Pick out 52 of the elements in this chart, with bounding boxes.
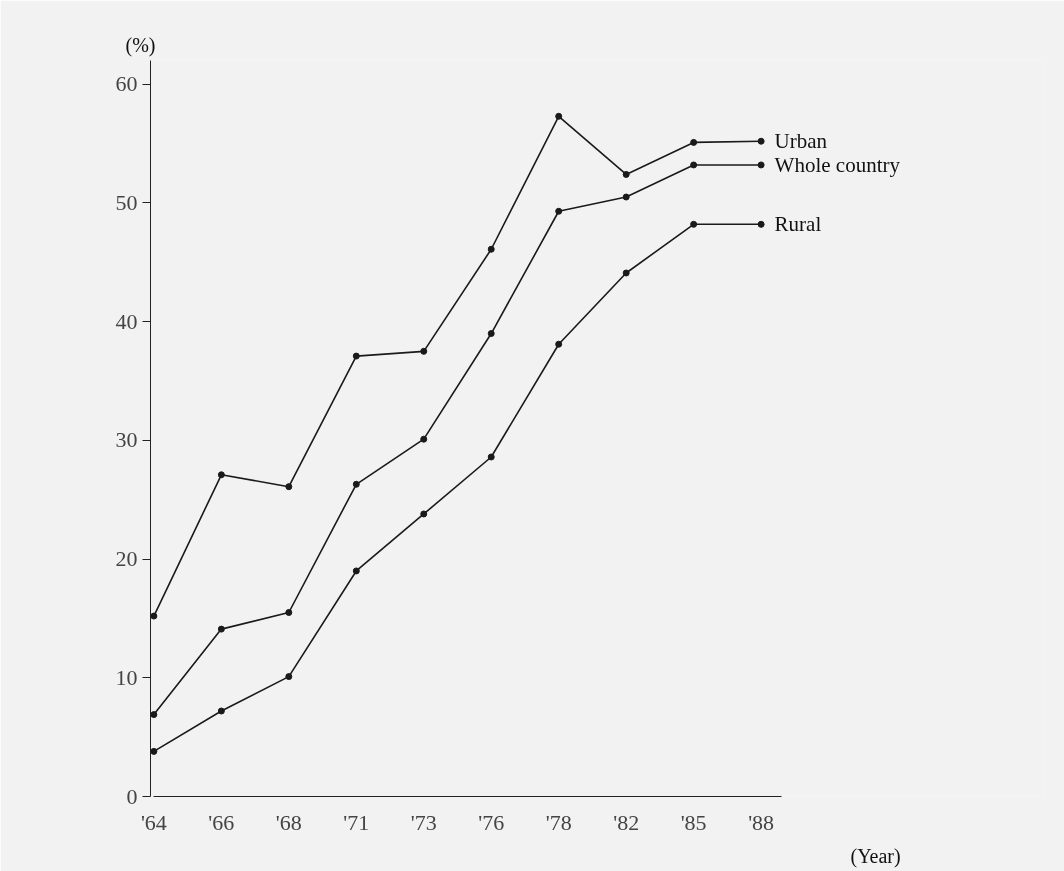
x-tick-label: '85 [680, 809, 707, 835]
point [487, 453, 495, 461]
x-tick-label: '71 [343, 809, 370, 835]
point [487, 245, 495, 253]
series-label: Whole country [774, 152, 901, 177]
point [217, 625, 225, 633]
point [420, 347, 428, 355]
point [420, 435, 428, 443]
y-tick-label: 30 [115, 427, 138, 453]
y-tick-label: 60 [115, 71, 138, 97]
point [150, 612, 158, 620]
point [622, 269, 630, 277]
point [487, 330, 495, 338]
point [555, 207, 563, 215]
y-tick-label: 10 [115, 664, 138, 690]
series-label: Urban [774, 129, 828, 154]
point [217, 471, 225, 479]
point [690, 138, 698, 146]
point [352, 567, 360, 575]
x-tick-label: '88 [748, 809, 775, 835]
series-label: Rural [774, 212, 822, 237]
point [690, 220, 698, 228]
x-tick-label: '78 [545, 809, 572, 835]
point [622, 193, 630, 201]
x-tick-label: '73 [410, 809, 437, 835]
point [622, 170, 630, 178]
point [217, 707, 225, 715]
point [150, 747, 158, 755]
point [285, 483, 293, 491]
point [757, 220, 765, 228]
point [285, 673, 293, 681]
y-tick-label: 0 [126, 783, 138, 809]
x-tick-label: '64 [140, 809, 167, 835]
x-tick-label: '66 [208, 809, 235, 835]
point [757, 137, 765, 145]
y-tick-label: 50 [115, 189, 138, 215]
point [555, 340, 563, 348]
point [690, 161, 698, 169]
point [757, 161, 765, 169]
point [555, 112, 563, 120]
x-tick-label: '76 [478, 809, 505, 835]
point [420, 510, 428, 518]
y-tick-label: 20 [115, 546, 138, 572]
point [352, 352, 360, 360]
y-axis-title: (%) [125, 33, 156, 57]
y-tick-label: 40 [115, 308, 138, 334]
point [285, 609, 293, 616]
point [352, 480, 360, 488]
x-tick-label: '68 [275, 809, 302, 835]
x-tick-label: '82 [613, 809, 640, 835]
point [150, 711, 158, 719]
x-axis-title: (Year) [850, 844, 901, 868]
